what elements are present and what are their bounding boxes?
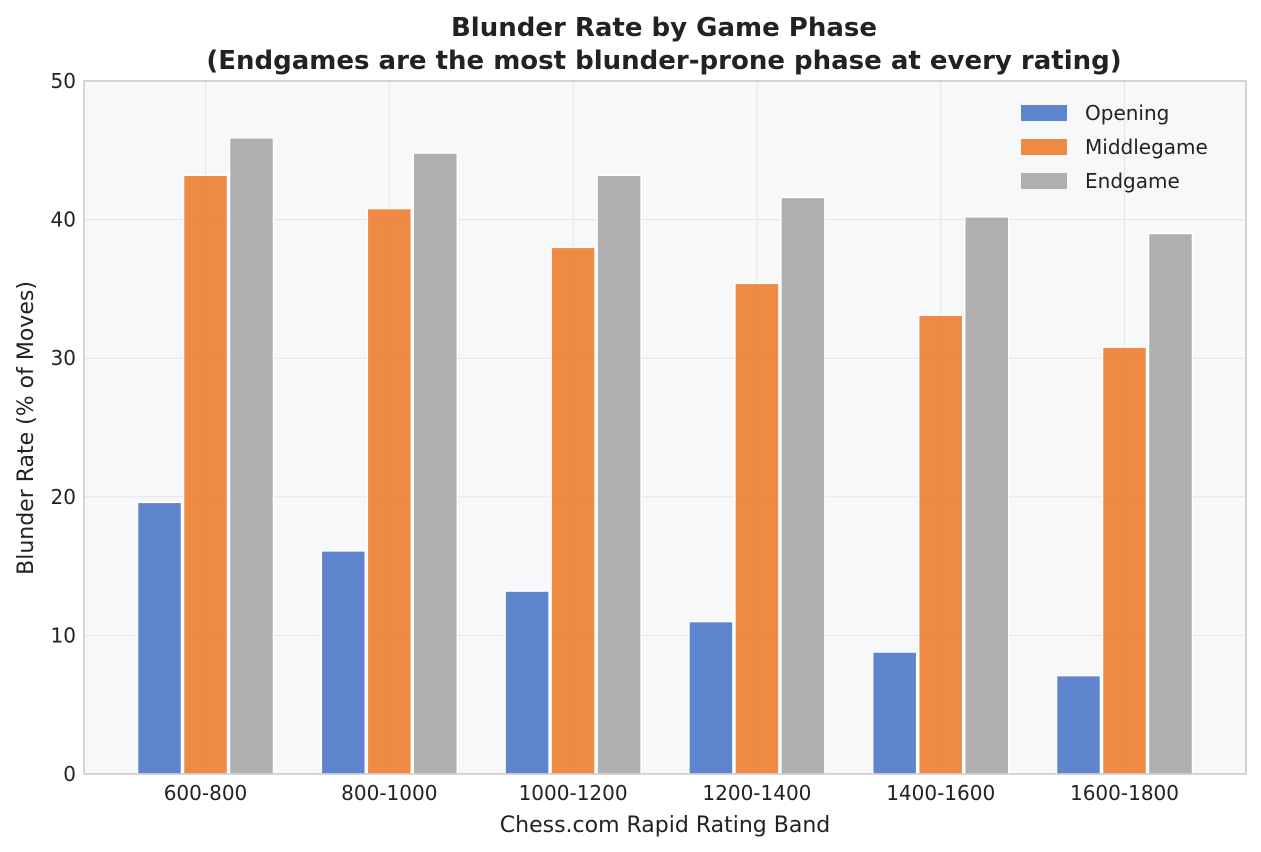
bar-endgame-600-800 (228, 137, 275, 775)
bars (136, 137, 1194, 775)
bar-middlegame-1400-1600 (917, 314, 964, 775)
bar-opening-1600-1800 (1055, 674, 1102, 775)
bar-opening-1000-1200 (504, 590, 550, 775)
chart-title: Blunder Rate by Game Phase (451, 13, 877, 43)
y-tick-label: 50 (51, 69, 76, 93)
bar-middlegame-1200-1400 (734, 282, 780, 775)
legend-swatch-endgame (1021, 173, 1067, 189)
x-tick-label: 1400-1600 (886, 781, 995, 805)
x-tick-label: 1000-1200 (519, 781, 628, 805)
bar-endgame-1200-1400 (780, 196, 826, 775)
legend-label-middlegame: Middlegame (1085, 135, 1208, 159)
x-axis-label: Chess.com Rapid Rating Band (500, 813, 830, 838)
bar-endgame-1400-1600 (963, 216, 1010, 775)
bar-opening-1400-1600 (871, 651, 918, 775)
bar-middlegame-1000-1200 (550, 246, 596, 775)
bar-opening-800-1000 (320, 550, 367, 775)
legend-label-opening: Opening (1085, 101, 1169, 125)
legend-swatch-middlegame (1021, 139, 1067, 155)
plot-area (84, 81, 1246, 774)
bar-endgame-1000-1200 (596, 174, 642, 775)
chart-subtitle: (Endgames are the most blunder-prone pha… (206, 46, 1121, 76)
y-axis-label: Blunder Rate (% of Moves) (14, 281, 39, 575)
x-tick-label: 1200-1400 (702, 781, 811, 805)
bar-opening-600-800 (136, 501, 183, 775)
x-tick-label: 600-800 (164, 781, 248, 805)
bar-endgame-800-1000 (412, 152, 459, 775)
legend-swatch-opening (1021, 105, 1067, 121)
bar-middlegame-1600-1800 (1101, 346, 1148, 775)
y-tick-label: 30 (51, 346, 76, 370)
bar-opening-1200-1400 (688, 620, 734, 775)
y-axis-ticks: 0 10 20 30 40 50 (51, 69, 76, 786)
plot-frame (83, 80, 1247, 775)
x-tick-label: 800-1000 (341, 781, 437, 805)
bar-middlegame-800-1000 (366, 207, 413, 775)
bar-endgame-1600-1800 (1147, 232, 1194, 775)
x-axis-ticks: 600-800 800-1000 1000-1200 1200-1400 1400-16… (164, 781, 1179, 805)
x-tick-label: 1600-1800 (1070, 781, 1179, 805)
legend-label-endgame: Endgame (1085, 169, 1180, 193)
y-tick-label: 40 (51, 208, 76, 232)
y-tick-label: 20 (51, 485, 76, 509)
y-tick-label: 0 (63, 762, 76, 786)
legend: Opening Middlegame Endgame (1021, 101, 1208, 193)
bar-middlegame-600-800 (182, 174, 229, 775)
y-tick-label: 10 (51, 623, 76, 647)
